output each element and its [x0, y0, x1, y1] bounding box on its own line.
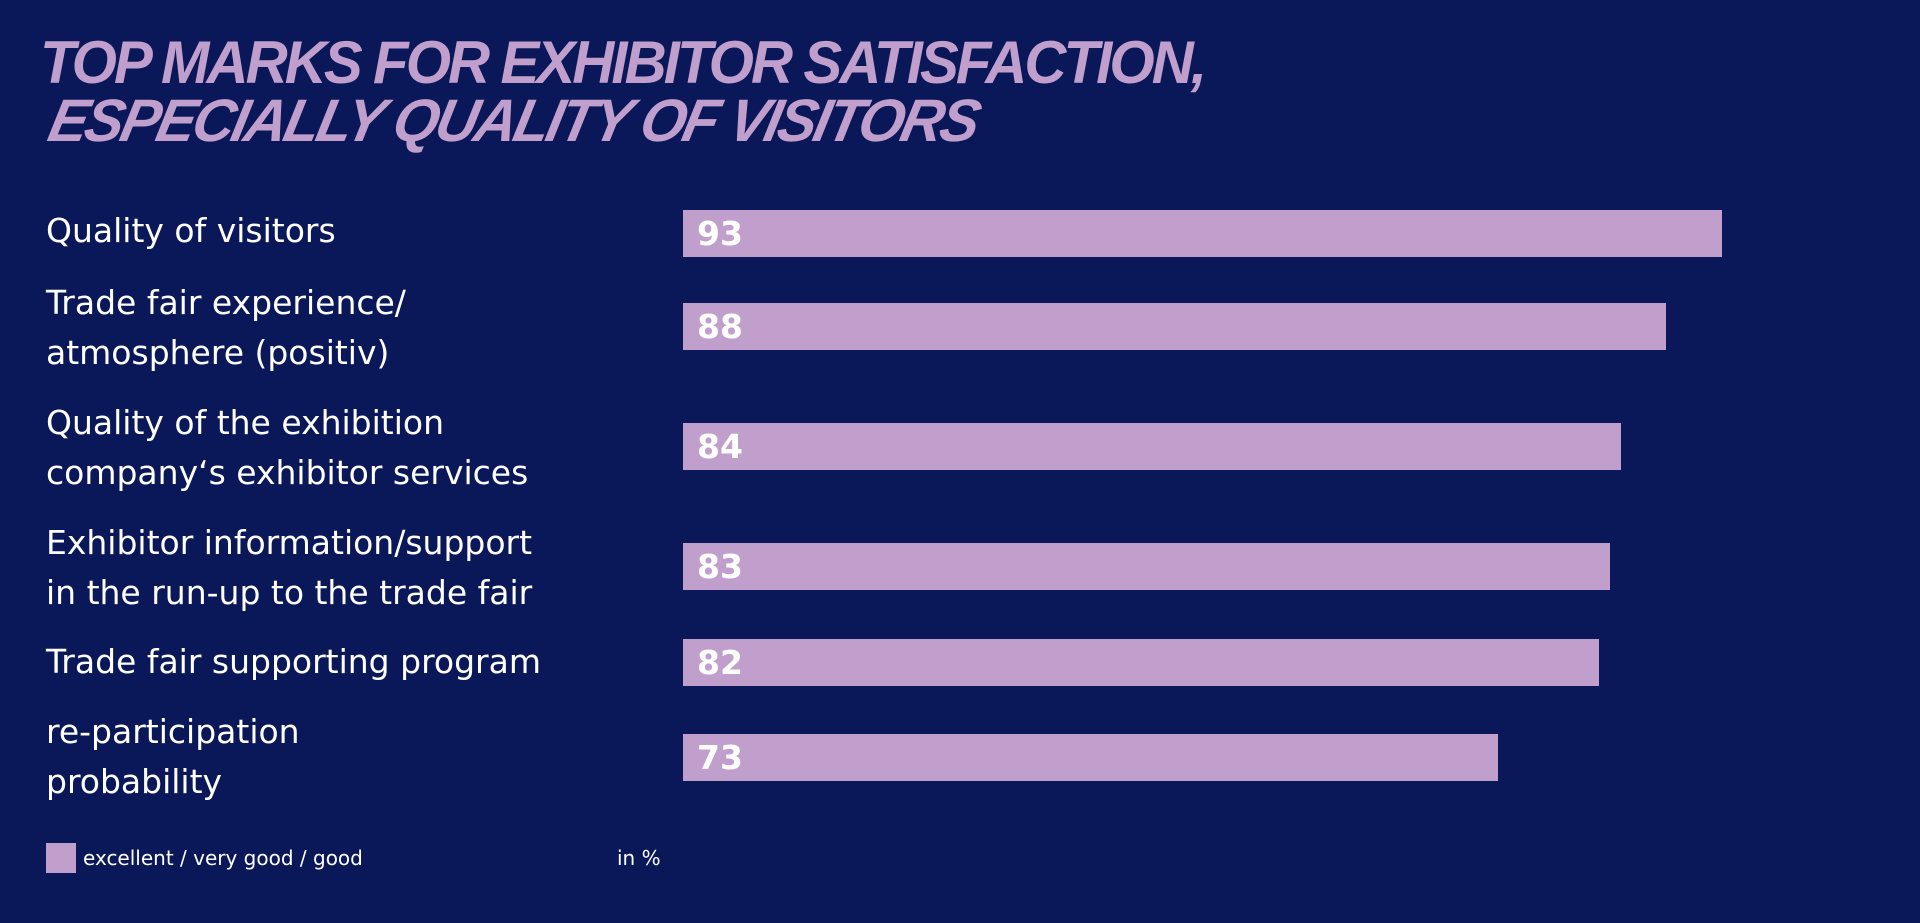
bar-value-label: 88 [697, 307, 743, 346]
bar: 93 [683, 210, 1722, 257]
bar: 82 [683, 639, 1599, 686]
legend-swatch [46, 843, 76, 873]
category-label: Trade fair supporting program [46, 642, 541, 681]
bar: 73 [683, 734, 1498, 781]
category-label: Trade fair experience/ atmosphere (posit… [46, 283, 406, 372]
legend-label: excellent / very good / good [83, 846, 363, 870]
bar-value-label: 82 [697, 643, 743, 682]
legend: excellent / very good / good [46, 843, 363, 873]
category-label: Exhibitor information/support in the run… [46, 523, 533, 612]
bar: 88 [683, 303, 1666, 350]
title-line-1: TOP MARKS FOR EXHIBITOR SATISFACTION, [40, 29, 1207, 96]
bar-value-label: 83 [697, 547, 743, 586]
category-label: re-participation probability [46, 712, 300, 801]
chart-title: TOP MARKS FOR EXHIBITOR SATISFACTION, ES… [40, 29, 1240, 155]
title-line-2: ESPECIALLY QUALITY OF VISITORS [42, 87, 985, 154]
category-label: Quality of the exhibition company‘s exhi… [46, 403, 529, 492]
unit-label: in % [617, 846, 661, 870]
bar-value-label: 93 [697, 214, 743, 253]
bar-value-label: 73 [697, 738, 743, 777]
bar-value-label: 84 [697, 427, 743, 466]
bar: 84 [683, 423, 1621, 470]
bar: 83 [683, 543, 1610, 590]
category-label: Quality of visitors [46, 211, 336, 250]
